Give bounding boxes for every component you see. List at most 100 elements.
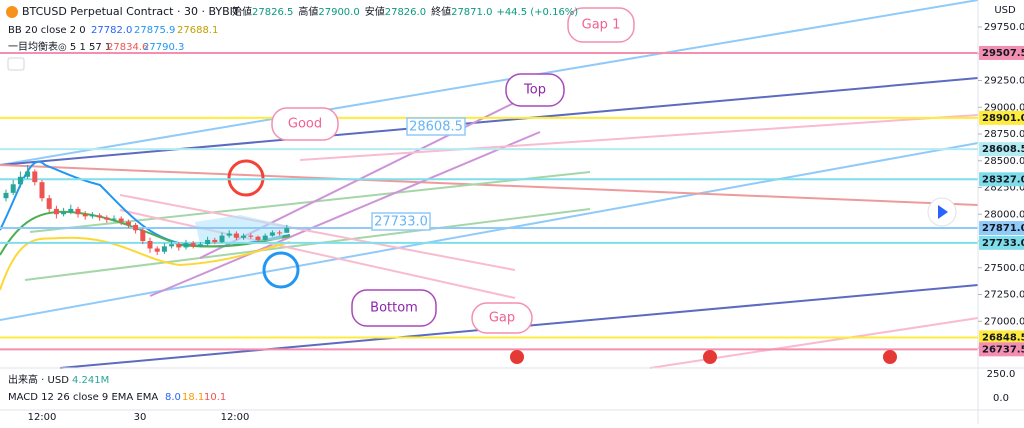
level-box — [979, 172, 1024, 187]
tick-label: 28250.0 — [984, 183, 1024, 194]
level-label: 29507.5 — [982, 48, 1024, 59]
candle-body — [248, 235, 254, 237]
ohlc-label: 終値 — [431, 5, 451, 18]
tick-label: 29250.0 — [984, 76, 1024, 87]
candle-body — [68, 208, 74, 213]
candle-body — [212, 239, 218, 243]
candle-body — [205, 239, 211, 245]
ohlc-value: 27871.0 — [451, 7, 492, 18]
tick-label: 27500.0 — [984, 263, 1024, 274]
candles — [3, 165, 290, 255]
tick-label: 29000.0 — [984, 102, 1024, 113]
indicator-value: 27790.3 — [143, 42, 184, 53]
callout — [406, 117, 466, 136]
trend-line — [29, 171, 591, 233]
trend-line — [119, 194, 516, 271]
candle-body — [277, 232, 283, 234]
lower-axis-label: 250.0 — [987, 369, 1016, 380]
level-label: 27733.0 — [982, 238, 1024, 249]
trend-line — [649, 317, 979, 369]
annotation: 28608.5 — [409, 120, 463, 135]
level-label: 28327.0 — [982, 174, 1024, 185]
indicator-value: 27782.0 — [91, 25, 132, 36]
sad-icon — [262, 251, 300, 289]
collapse-button[interactable] — [7, 57, 25, 71]
level-box — [979, 235, 1024, 250]
callout — [351, 289, 437, 327]
trend-line — [24, 208, 591, 281]
candle-body — [169, 244, 175, 247]
candle-body — [53, 208, 59, 215]
tick-label: 28500.0 — [984, 156, 1024, 167]
candle-body — [3, 192, 9, 199]
trend-line — [0, 164, 979, 206]
candle-body — [97, 215, 103, 218]
candle-body — [226, 233, 232, 236]
tick-label: 27000.0 — [984, 316, 1024, 327]
tick-label: 28000.0 — [984, 209, 1024, 220]
indicator-name: BB 20 close 2 0 — [8, 25, 86, 36]
indicator-value: 27875.9 — [134, 25, 175, 36]
candle-body — [176, 244, 182, 248]
candle-body — [10, 184, 16, 193]
candle-body — [154, 248, 160, 252]
trend-line — [119, 209, 516, 299]
callout — [471, 302, 533, 334]
time-label: 12:00 — [221, 412, 250, 423]
level-label: 28608.5 — [982, 144, 1024, 155]
level-box — [979, 142, 1024, 157]
candle-body — [118, 218, 124, 222]
candle-body — [32, 171, 38, 183]
candle-body — [255, 236, 261, 240]
candle-body — [125, 221, 131, 225]
candle-body — [61, 212, 67, 215]
volume-value: 4.241M — [72, 375, 109, 386]
level-label: 26848.5 — [982, 332, 1024, 343]
indicator-value: 27834.6 — [107, 42, 148, 53]
candle-body — [233, 233, 239, 238]
event-icon[interactable] — [510, 350, 524, 364]
tick-label: 28750.0 — [984, 129, 1024, 140]
annotation: Good — [288, 117, 322, 132]
ohlc-value: 27826.5 — [252, 7, 293, 18]
levels — [0, 51, 978, 351]
volume-name: 出来高 · USD — [8, 373, 69, 386]
trend-line — [149, 131, 541, 297]
candle-body — [197, 244, 203, 247]
macd-name: MACD 12 26 close 9 EMA EMA — [8, 392, 158, 403]
indicator-name: 一目均衡表◎ 5 1 57 1 — [8, 40, 111, 53]
macd-value: 10.1 — [204, 392, 226, 403]
annotation: Top — [523, 83, 546, 98]
candle-body — [104, 217, 110, 220]
ohlc-value: 27900.0 — [318, 7, 359, 18]
tick-label: 29750.0 — [984, 22, 1024, 33]
candle-body — [82, 214, 88, 217]
bb-basis — [0, 210, 291, 256]
callouts — [271, 7, 635, 334]
candle-body — [161, 246, 167, 252]
smile-icon — [227, 159, 265, 197]
event-icon[interactable] — [883, 350, 897, 364]
ohlc-change: +44.5 (+0.16%) — [496, 7, 578, 18]
level-box — [979, 342, 1024, 357]
trend-line — [0, 0, 979, 166]
candle-body — [284, 228, 290, 233]
event-icon[interactable] — [703, 350, 717, 364]
ohlc-label: 高値 — [298, 5, 318, 18]
candle-body — [17, 176, 23, 185]
trend-line — [0, 77, 979, 166]
candle-body — [183, 243, 189, 248]
annotation: 27733.0 — [374, 215, 428, 230]
ohlc-label: 始値 — [232, 5, 252, 18]
candle-body — [89, 215, 95, 217]
candle-body — [262, 235, 268, 240]
level-box — [979, 110, 1024, 125]
price-axis: 29750.029500.029250.029000.028750.028500… — [978, 22, 1024, 357]
candle-body — [219, 235, 225, 243]
ohlc-label: 安値 — [365, 5, 385, 18]
candle-body — [140, 230, 146, 241]
ohlc-value: 27826.0 — [385, 7, 426, 18]
